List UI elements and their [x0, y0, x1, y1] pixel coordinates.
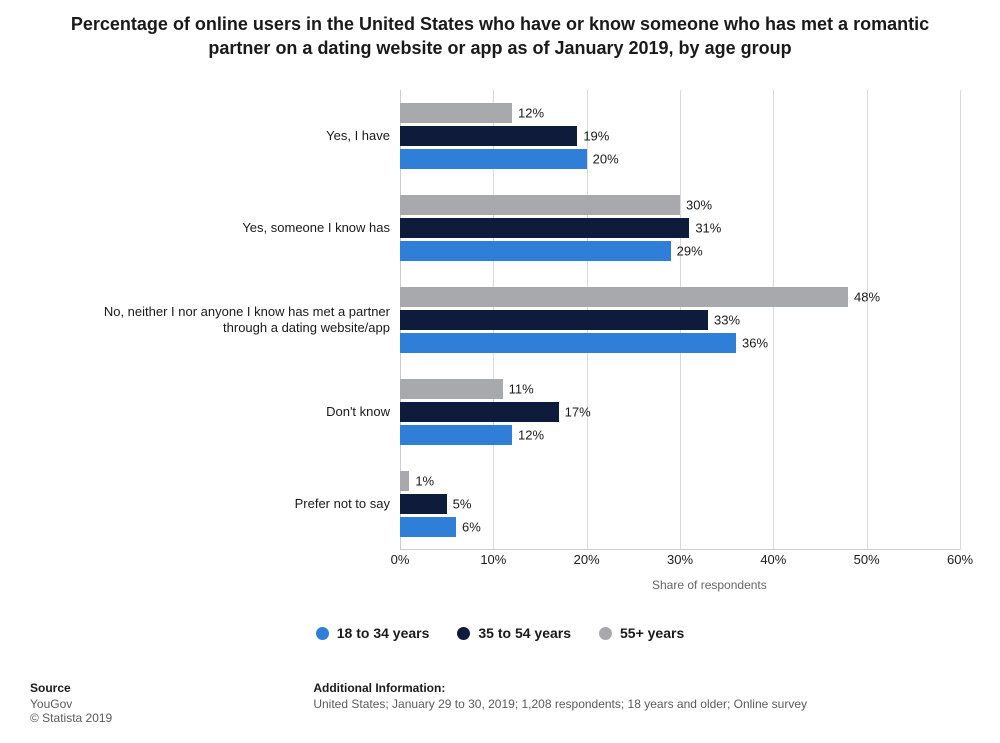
bar-value-label: 36%: [742, 336, 768, 351]
bar-value-label: 12%: [518, 428, 544, 443]
x-axis-label: Share of respondents: [652, 578, 767, 592]
category-label: No, neither I nor anyone I know has met …: [60, 304, 390, 337]
bar-value-label: 17%: [565, 405, 591, 420]
legend-label: 18 to 34 years: [337, 625, 430, 641]
x-tick: 60%: [947, 552, 973, 567]
bar: [400, 195, 680, 215]
bar: [400, 218, 689, 238]
bar-value-label: 31%: [695, 221, 721, 236]
source-header: Source: [30, 681, 310, 695]
bar: [400, 494, 447, 514]
bar: [400, 126, 577, 146]
source-name: YouGov: [30, 697, 310, 711]
bar: [400, 149, 587, 169]
bar-value-label: 12%: [518, 106, 544, 121]
legend-swatch: [316, 627, 329, 640]
bar: [400, 103, 512, 123]
legend-swatch: [457, 627, 470, 640]
chart-footer: Source YouGov © Statista 2019 Additional…: [30, 681, 970, 725]
legend-label: 35 to 54 years: [478, 625, 571, 641]
legend-item: 55+ years: [599, 625, 684, 641]
bar-value-label: 20%: [593, 152, 619, 167]
bar: [400, 241, 671, 261]
info-text: United States; January 29 to 30, 2019; 1…: [313, 697, 953, 711]
legend-item: 35 to 54 years: [457, 625, 571, 641]
bar: [400, 379, 503, 399]
x-tick: 40%: [760, 552, 786, 567]
bar-value-label: 33%: [714, 313, 740, 328]
legend-item: 18 to 34 years: [316, 625, 430, 641]
legend-label: 55+ years: [620, 625, 684, 641]
y-axis-labels: Yes, I have Yes, someone I know has No, ne…: [0, 90, 390, 550]
bar: [400, 471, 409, 491]
bar-value-label: 11%: [509, 382, 534, 397]
bar-value-label: 48%: [854, 290, 880, 305]
legend-swatch: [599, 627, 612, 640]
category-label: Yes, someone I know has: [60, 220, 390, 236]
bar: [400, 333, 736, 353]
bar-value-label: 19%: [583, 129, 609, 144]
bar: [400, 402, 559, 422]
chart-title: Percentage of online users in the United…: [0, 0, 1000, 61]
x-tick: 50%: [854, 552, 880, 567]
bar: [400, 517, 456, 537]
x-tick: 30%: [667, 552, 693, 567]
bar-value-label: 5%: [453, 497, 472, 512]
x-tick: 0%: [391, 552, 410, 567]
category-label: Don't know: [60, 404, 390, 420]
x-tick: 10%: [480, 552, 506, 567]
legend: 18 to 34 years 35 to 54 years 55+ years: [0, 625, 1000, 645]
copyright-text: © Statista 2019: [30, 711, 310, 725]
chart-area: Yes, I have Yes, someone I know has No, ne…: [0, 90, 1000, 590]
plot-area: 12% 19% 20% 30% 31% 29% 48% 33%36% 11% 17% 12% 1% 5%…: [400, 90, 960, 550]
bar: [400, 310, 708, 330]
category-label: Prefer not to say: [60, 496, 390, 512]
x-tick: 20%: [574, 552, 600, 567]
category-label: Yes, I have: [60, 128, 390, 144]
bar-value-label: 29%: [677, 244, 703, 259]
info-header: Additional Information:: [313, 681, 953, 695]
bar: [400, 425, 512, 445]
bar-value-label: 1%: [415, 474, 434, 489]
bar-value-label: 6%: [462, 520, 481, 535]
bar-value-label: 30%: [686, 198, 712, 213]
bar: [400, 287, 848, 307]
